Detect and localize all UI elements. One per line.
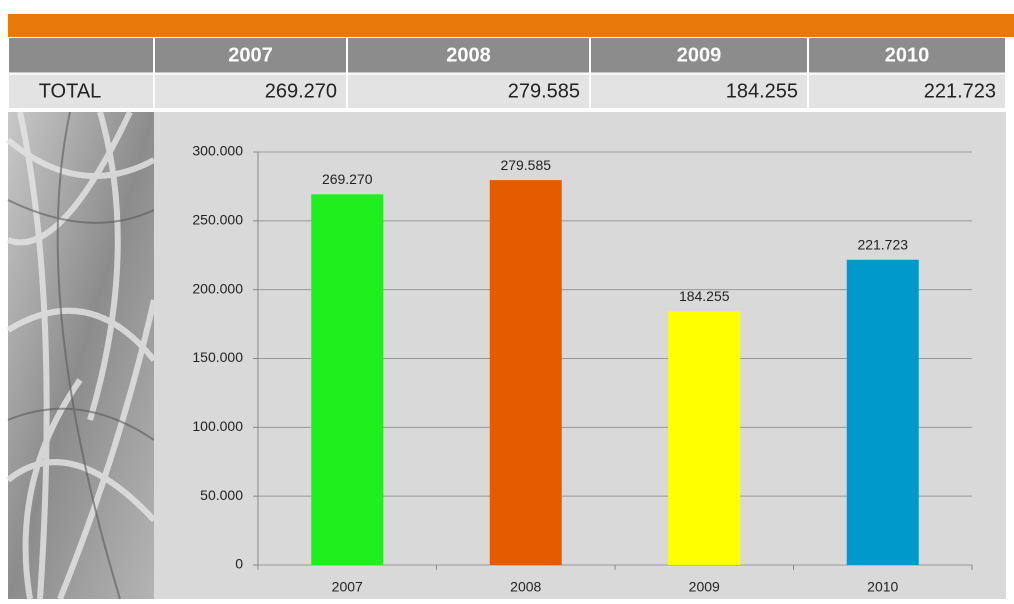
data-label: 221.723 xyxy=(857,236,908,252)
table-cell: 184.255 xyxy=(726,80,798,102)
data-label: 184.255 xyxy=(679,288,730,304)
y-tick-label: 100.000 xyxy=(192,418,243,434)
x-tick-label: 2010 xyxy=(867,579,898,595)
data-label: 279.585 xyxy=(500,157,551,173)
x-tick-label: 2007 xyxy=(332,579,363,595)
page: 2007 2008 2009 2010 TOTAL 269.270 279.585 184.2… xyxy=(0,0,1014,599)
y-tick-label: 250.000 xyxy=(192,212,243,228)
orange-band xyxy=(8,14,1014,37)
y-tick-label: 0 xyxy=(235,556,243,572)
table-row-label: TOTAL xyxy=(39,80,102,102)
table-cell: 279.585 xyxy=(508,80,580,102)
x-tick-label: 2008 xyxy=(510,579,541,595)
y-tick-label: 200.000 xyxy=(192,280,243,296)
y-tick-label: 300.000 xyxy=(192,143,243,159)
table-header-cell: 2010 xyxy=(885,44,930,66)
data-label: 269.270 xyxy=(322,171,373,187)
table-header-row xyxy=(8,38,1006,73)
x-tick-label: 2009 xyxy=(689,579,720,595)
table-header-cell: 2007 xyxy=(228,44,273,66)
table-header-cell: 2008 xyxy=(446,44,491,66)
bar xyxy=(490,180,562,565)
table-cell: 269.270 xyxy=(265,80,337,102)
y-tick-label: 150.000 xyxy=(192,349,243,365)
y-tick-label: 50.000 xyxy=(200,487,243,503)
bar xyxy=(668,311,740,565)
bar xyxy=(311,194,383,565)
slide: 2007 2008 2009 2010 TOTAL 269.270 279.585 184.2… xyxy=(0,0,1014,599)
shredded-paper-image xyxy=(8,112,154,599)
bar xyxy=(847,260,919,565)
table-header-cell: 2009 xyxy=(677,44,722,66)
table-cell: 221.723 xyxy=(924,80,996,102)
